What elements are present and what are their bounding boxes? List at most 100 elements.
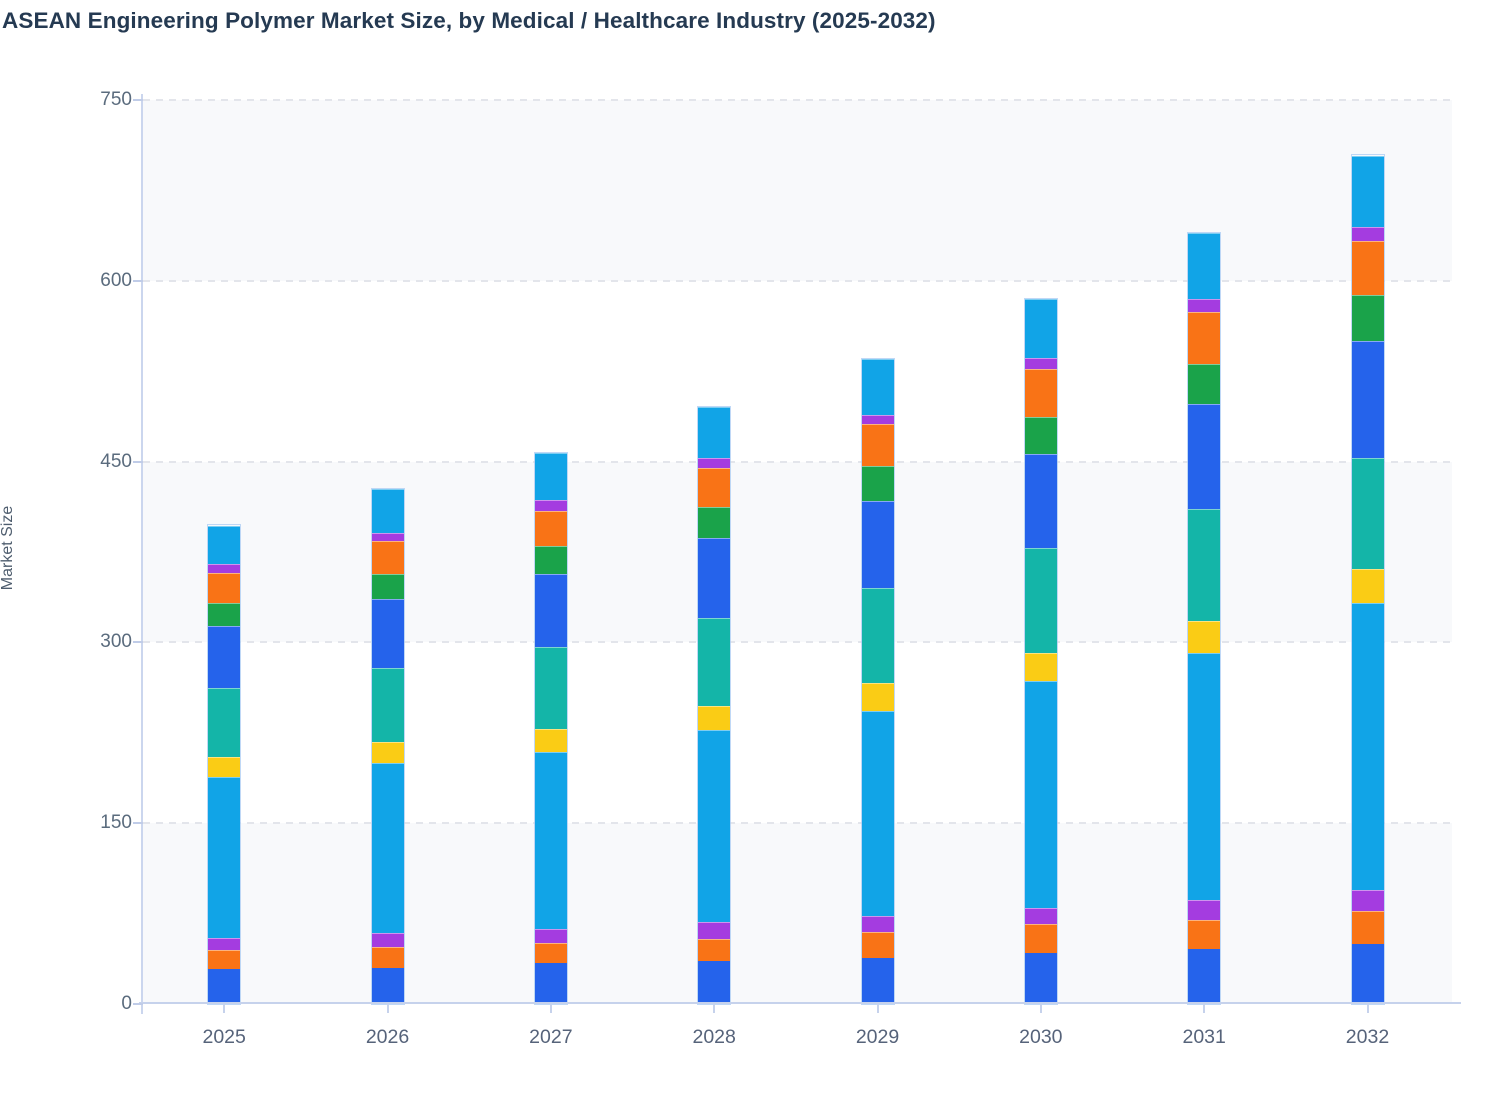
bar-segment-segment-09-orange[interactable] [208, 572, 241, 603]
plot-band [143, 461, 1452, 643]
bar-segment-segment-06-teal[interactable] [698, 618, 731, 707]
bar-segment-segment-03-purple[interactable] [1188, 900, 1221, 920]
bar-segment-segment-06-teal[interactable] [371, 667, 404, 743]
bar-2028[interactable] [698, 407, 731, 1004]
bar-segment-segment-04-sky[interactable] [1188, 653, 1221, 901]
bar-segment-segment-07-blue[interactable] [534, 573, 567, 648]
bar-segment-segment-11-sky[interactable] [1024, 298, 1057, 359]
bar-segment-segment-03-purple[interactable] [698, 922, 731, 939]
bar-segment-segment-10-purple[interactable] [371, 532, 404, 542]
bar-segment-segment-10-purple[interactable] [861, 414, 894, 425]
bar-segment-segment-05-yellow[interactable] [208, 756, 241, 778]
bar-segment-segment-02-orange[interactable] [861, 931, 894, 959]
bar-segment-segment-07-blue[interactable] [1351, 341, 1384, 459]
bar-segment-segment-01-blue[interactable] [861, 958, 894, 1004]
bar-segment-segment-10-purple[interactable] [534, 500, 567, 512]
bar-segment-segment-03-purple[interactable] [208, 937, 241, 950]
bar-segment-segment-11-sky[interactable] [861, 359, 894, 415]
bar-segment-segment-03-purple[interactable] [371, 932, 404, 948]
bar-segment-segment-06-teal[interactable] [534, 647, 567, 730]
bar-2031[interactable] [1188, 232, 1221, 1004]
bar-segment-segment-04-sky[interactable] [861, 711, 894, 917]
bar-segment-segment-02-orange[interactable] [1024, 924, 1057, 954]
bar-segment-segment-05-yellow[interactable] [371, 742, 404, 763]
bar-segment-segment-10-purple[interactable] [698, 458, 731, 468]
bar-segment-segment-07-blue[interactable] [1188, 403, 1221, 509]
bar-segment-segment-03-purple[interactable] [861, 916, 894, 932]
bar-segment-segment-06-teal[interactable] [861, 588, 894, 684]
bar-2029[interactable] [861, 359, 894, 1004]
x-axis-tick [223, 1004, 226, 1013]
bar-segment-segment-05-yellow[interactable] [534, 729, 567, 753]
bar-segment-segment-04-sky[interactable] [208, 777, 241, 938]
bar-segment-segment-01-blue[interactable] [534, 963, 567, 1004]
bar-segment-segment-10-purple[interactable] [1024, 358, 1057, 369]
x-tick-label: 2032 [1345, 1026, 1390, 1048]
bar-segment-segment-09-orange[interactable] [1024, 368, 1057, 418]
bar-segment-segment-11-sky[interactable] [698, 407, 731, 459]
bar-segment-segment-08-green[interactable] [1188, 364, 1221, 404]
bar-segment-segment-08-green[interactable] [1024, 417, 1057, 455]
bar-segment-segment-04-sky[interactable] [1351, 602, 1384, 890]
bar-segment-segment-08-green[interactable] [371, 573, 404, 600]
bar-segment-segment-11-sky[interactable] [371, 489, 404, 533]
bar-segment-segment-01-blue[interactable] [371, 967, 404, 1004]
bar-segment-segment-02-orange[interactable] [1188, 919, 1221, 949]
bar-2030[interactable] [1024, 298, 1057, 1004]
bar-segment-segment-07-blue[interactable] [1024, 454, 1057, 549]
bar-segment-segment-09-orange[interactable] [371, 541, 404, 574]
bar-segment-segment-09-orange[interactable] [1351, 241, 1384, 296]
bar-2025[interactable] [208, 525, 241, 1004]
bar-2026[interactable] [371, 489, 404, 1004]
bar-segment-segment-05-yellow[interactable] [1188, 620, 1221, 654]
bar-segment-segment-11-sky[interactable] [1351, 155, 1384, 227]
bar-segment-segment-05-yellow[interactable] [1351, 568, 1384, 603]
bar-segment-segment-04-sky[interactable] [1024, 681, 1057, 908]
bar-segment-segment-11-sky[interactable] [534, 453, 567, 501]
bar-segment-segment-01-blue[interactable] [1024, 953, 1057, 1004]
bar-segment-segment-05-yellow[interactable] [1024, 653, 1057, 682]
bar-segment-segment-04-sky[interactable] [698, 730, 731, 923]
bar-segment-segment-09-orange[interactable] [1188, 312, 1221, 365]
bar-segment-segment-02-orange[interactable] [698, 938, 731, 961]
bar-2032[interactable] [1351, 155, 1384, 1004]
bar-2027[interactable] [534, 453, 567, 1004]
bar-segment-segment-11-sky[interactable] [1188, 232, 1221, 299]
bar-segment-segment-03-purple[interactable] [534, 929, 567, 943]
bar-segment-segment-07-blue[interactable] [371, 599, 404, 668]
bar-segment-segment-10-purple[interactable] [1188, 298, 1221, 313]
bar-segment-segment-01-blue[interactable] [698, 960, 731, 1004]
bar-segment-segment-10-purple[interactable] [1351, 226, 1384, 242]
bar-segment-segment-02-orange[interactable] [371, 947, 404, 968]
bar-segment-segment-08-green[interactable] [208, 602, 241, 626]
bar-segment-segment-05-yellow[interactable] [861, 683, 894, 712]
bar-segment-segment-09-orange[interactable] [698, 467, 731, 508]
bar-segment-segment-06-teal[interactable] [1188, 508, 1221, 621]
bar-segment-segment-09-orange[interactable] [534, 511, 567, 547]
bar-segment-segment-01-blue[interactable] [1188, 948, 1221, 1004]
bar-segment-segment-02-orange[interactable] [1351, 911, 1384, 944]
bar-segment-segment-06-teal[interactable] [208, 688, 241, 757]
bar-segment-segment-06-teal[interactable] [1024, 548, 1057, 654]
bar-segment-segment-02-orange[interactable] [208, 949, 241, 970]
bar-segment-segment-08-green[interactable] [1351, 295, 1384, 342]
bar-segment-segment-08-green[interactable] [861, 466, 894, 502]
bar-segment-segment-07-blue[interactable] [861, 501, 894, 589]
bar-segment-segment-10-purple[interactable] [208, 564, 241, 573]
bar-segment-segment-03-purple[interactable] [1351, 889, 1384, 912]
bar-segment-segment-03-purple[interactable] [1024, 907, 1057, 925]
bar-segment-segment-07-blue[interactable] [208, 625, 241, 689]
bar-segment-segment-07-blue[interactable] [698, 537, 731, 619]
bar-segment-segment-11-sky[interactable] [208, 525, 241, 565]
bar-segment-segment-02-orange[interactable] [534, 942, 567, 964]
bar-segment-segment-01-blue[interactable] [1351, 943, 1384, 1004]
bar-segment-segment-04-sky[interactable] [371, 762, 404, 933]
y-axis-tick [133, 822, 143, 825]
bar-segment-segment-08-green[interactable] [698, 507, 731, 538]
bar-segment-segment-04-sky[interactable] [534, 752, 567, 930]
bar-segment-segment-01-blue[interactable] [208, 969, 241, 1004]
bar-segment-segment-08-green[interactable] [534, 546, 567, 574]
bar-segment-segment-06-teal[interactable] [1351, 458, 1384, 569]
bar-segment-segment-09-orange[interactable] [861, 424, 894, 467]
bar-segment-segment-05-yellow[interactable] [698, 706, 731, 731]
